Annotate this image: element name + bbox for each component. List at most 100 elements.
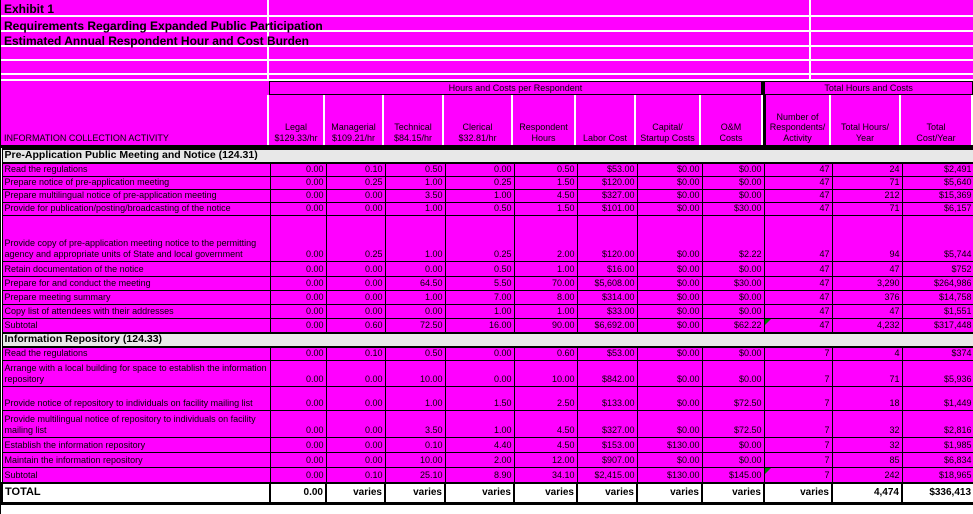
value-cell[interactable]: $0.00	[636, 304, 703, 319]
value-cell[interactable]: 7	[763, 386, 833, 411]
value-cell[interactable]: 47	[763, 215, 833, 262]
title-cell[interactable]: Exhibit 1	[1, 0, 269, 16]
value-cell[interactable]: $907.00	[576, 452, 638, 468]
value-cell[interactable]: 4.40	[444, 437, 515, 453]
value-cell[interactable]: 0.10	[325, 346, 386, 361]
value-cell[interactable]: $0.00	[701, 176, 765, 190]
value-cell[interactable]: 24	[831, 162, 903, 177]
value-cell[interactable]: 2.00	[444, 452, 515, 468]
value-cell[interactable]: $0.00	[701, 437, 765, 453]
value-cell[interactable]: $0.00	[636, 215, 703, 262]
value-cell[interactable]: 1.00	[384, 202, 446, 216]
value-cell[interactable]: 242	[831, 467, 903, 483]
total-value-cell[interactable]: varies	[384, 481, 446, 505]
value-cell[interactable]: $6,692.00	[576, 318, 638, 333]
total-value-cell[interactable]: varies	[636, 481, 703, 505]
empty-cell[interactable]	[269, 32, 811, 45]
value-cell[interactable]: 64.50	[384, 276, 446, 291]
value-cell[interactable]: $0.00	[636, 202, 703, 216]
value-cell[interactable]: 1.00	[444, 304, 515, 319]
activity-cell[interactable]: Prepare multilingual notice of pre-appli…	[1, 189, 271, 203]
value-cell[interactable]: 4.50	[513, 410, 578, 438]
value-cell[interactable]: 90.00	[513, 318, 578, 333]
activity-cell[interactable]: Subtotal	[1, 318, 271, 333]
value-cell[interactable]: 10.00	[384, 452, 446, 468]
value-cell[interactable]: 0.00	[325, 437, 386, 453]
value-cell[interactable]: $153.00	[576, 437, 638, 453]
activity-cell[interactable]: Read the regulations	[1, 346, 271, 361]
value-cell[interactable]: 3.50	[384, 410, 446, 438]
activity-cell[interactable]: Provide multilingual notice of repositor…	[1, 410, 271, 438]
value-cell[interactable]: $0.00	[636, 176, 703, 190]
value-cell[interactable]: 47	[763, 189, 833, 203]
value-cell[interactable]: 5.50	[444, 276, 515, 291]
empty-cell[interactable]	[269, 47, 811, 59]
empty-cell[interactable]	[269, 0, 811, 15]
value-cell[interactable]: 1.50	[513, 202, 578, 216]
empty-cell[interactable]	[811, 61, 973, 73]
total-value-cell[interactable]: $336,413	[900, 481, 973, 505]
value-cell[interactable]: 71	[831, 176, 903, 190]
total-value-cell[interactable]: varies	[576, 481, 638, 505]
value-cell[interactable]: 1.00	[384, 215, 446, 262]
value-cell[interactable]: $327.00	[576, 410, 638, 438]
value-cell[interactable]: 47	[763, 176, 833, 190]
value-cell[interactable]: 85	[831, 452, 903, 468]
value-cell[interactable]: 32	[831, 410, 903, 438]
value-cell[interactable]: 71	[831, 360, 903, 387]
value-cell[interactable]: $2.22	[701, 215, 765, 262]
value-cell[interactable]: 2.00	[513, 215, 578, 262]
value-cell[interactable]: $0.00	[701, 452, 765, 468]
value-cell[interactable]: $145.00	[701, 467, 765, 483]
total-value-cell[interactable]: varies	[701, 481, 765, 505]
value-cell[interactable]: 70.00	[513, 276, 578, 291]
value-cell[interactable]: $1,551	[901, 304, 973, 319]
value-cell[interactable]: 0.10	[384, 437, 446, 453]
title-cell[interactable]: Requirements Regarding Expanded Public P…	[1, 17, 323, 33]
value-cell[interactable]: 3,290	[831, 276, 903, 291]
value-cell[interactable]: $0.00	[701, 290, 765, 305]
activity-cell[interactable]: Prepare meeting summary	[1, 290, 271, 305]
value-cell[interactable]: $1,449	[901, 386, 973, 411]
value-cell[interactable]: 7.00	[444, 290, 515, 305]
value-cell[interactable]: 16.00	[444, 318, 515, 333]
value-cell[interactable]: 0.00	[269, 346, 327, 361]
value-cell[interactable]: 0.00	[269, 276, 327, 291]
activity-cell[interactable]: Read the regulations	[1, 162, 271, 177]
value-cell[interactable]: 0.00	[269, 162, 327, 177]
value-cell[interactable]: $133.00	[576, 386, 638, 411]
value-cell[interactable]: 0.50	[444, 261, 515, 277]
value-cell[interactable]: 47	[763, 261, 833, 277]
value-cell[interactable]: $6,834	[901, 452, 973, 468]
value-cell[interactable]: $1,985	[901, 437, 973, 453]
value-cell[interactable]: 47	[763, 304, 833, 319]
value-cell[interactable]: $0.00	[636, 386, 703, 411]
value-cell[interactable]: 10.00	[513, 360, 578, 387]
value-cell[interactable]: $0.00	[636, 276, 703, 291]
empty-cell[interactable]	[811, 17, 973, 30]
total-value-cell[interactable]: varies	[763, 481, 833, 505]
value-cell[interactable]: 47	[831, 261, 903, 277]
value-cell[interactable]: $0.00	[636, 261, 703, 277]
value-cell[interactable]: $72.50	[701, 386, 765, 411]
value-cell[interactable]: $5,640	[901, 176, 973, 190]
value-cell[interactable]: 0.00	[325, 410, 386, 438]
value-cell[interactable]: $53.00	[576, 346, 638, 361]
value-cell[interactable]: $0.00	[701, 360, 765, 387]
value-cell[interactable]: 0.25	[325, 215, 386, 262]
value-cell[interactable]: 8.00	[513, 290, 578, 305]
value-cell[interactable]: 1.00	[384, 386, 446, 411]
total-label-cell[interactable]: TOTAL	[1, 481, 271, 505]
value-cell[interactable]: 0.10	[325, 162, 386, 177]
total-value-cell[interactable]: 0.00	[269, 481, 327, 505]
value-cell[interactable]: 0.00	[325, 360, 386, 387]
value-cell[interactable]: $120.00	[576, 215, 638, 262]
value-cell[interactable]: 3.50	[384, 189, 446, 203]
value-cell[interactable]: 47	[763, 318, 833, 333]
value-cell[interactable]: $5,608.00	[576, 276, 638, 291]
activity-cell[interactable]: Provide for publication/posting/broadcas…	[1, 202, 271, 216]
value-cell[interactable]: $15,369	[901, 189, 973, 203]
total-value-cell[interactable]: 4,474	[831, 481, 903, 505]
value-cell[interactable]: $18,965	[901, 467, 973, 483]
value-cell[interactable]: 1.50	[444, 386, 515, 411]
